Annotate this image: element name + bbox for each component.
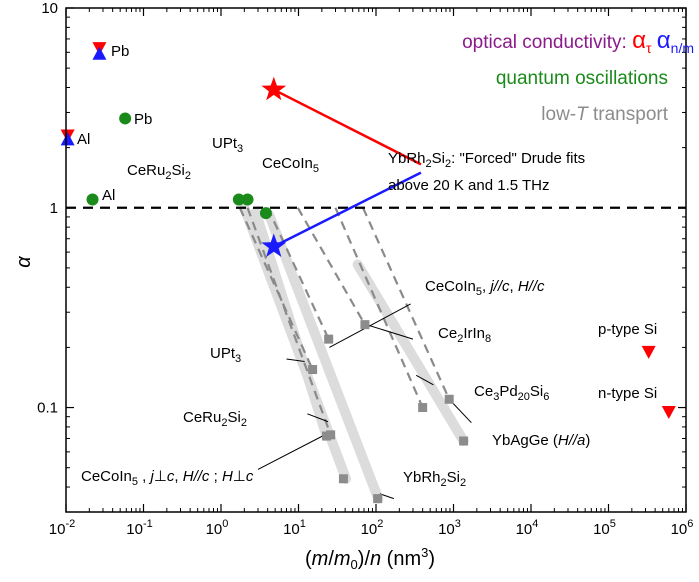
label-pb-quantum: Pb [134, 111, 152, 128]
marker-low-t-transport-0 [308, 365, 318, 375]
marker-low-t-transport-5 [360, 320, 370, 330]
marker-optical--2 [641, 345, 656, 359]
x-tick-label-3: 101 [283, 518, 306, 538]
x-tick-label-2: 100 [206, 518, 229, 538]
legend-alpha-tau: α [632, 27, 646, 54]
forced-drude-annotation-line1: YbRh2Si2: "Forced" Drude fits [388, 150, 585, 170]
legend-alpha-nm: α [657, 27, 671, 54]
dashed-trend-lines [238, 207, 451, 436]
marker-optical-n-m-2 [261, 233, 287, 257]
legend-transport: low-T transport [541, 104, 668, 125]
trend-band-3 [352, 259, 469, 447]
annotation-lines [273, 88, 422, 248]
marker-quantum-oscillations-1 [86, 193, 99, 206]
marker-low-t-transport-7 [418, 403, 428, 413]
label-ybagge: YbAgGe (H//a) [492, 432, 590, 449]
x-tick-label-0: 10-2 [49, 518, 75, 538]
label-p-type-si: p-type Si [598, 321, 657, 338]
marker-low-t-transport-2 [326, 430, 336, 440]
label-n-type-si: n-type Si [598, 385, 657, 402]
leader-line-7 [379, 493, 395, 500]
dashed-trend-5 [362, 207, 451, 400]
marker-quantum-oscillations-4 [259, 207, 272, 220]
x-tick-label-7: 105 [593, 518, 616, 538]
leader-line-1 [366, 324, 414, 340]
marker-quantum-oscillations-3 [241, 193, 254, 206]
x-tick-label-5: 103 [438, 518, 461, 538]
y-axis-title: α [13, 256, 35, 268]
marker-optical-n-m-1 [60, 132, 75, 146]
forced-drude-annotation-line2: above 20 K and 1.5 THz [388, 177, 550, 194]
marker-low-t-transport-8 [444, 394, 454, 404]
label-cecoin5-parallel: CeCoIn5, j//c, H//c [425, 278, 545, 298]
x-tick-label-8: 106 [671, 518, 694, 538]
dashed-trend-4 [334, 207, 424, 408]
label-al-quantum: Al [102, 187, 115, 204]
x-tick-label-1: 10-1 [126, 518, 152, 538]
marker-low-t-transport-9 [459, 436, 469, 446]
leader-line-6 [257, 432, 330, 470]
marker-quantum-oscillations-2 [232, 193, 245, 206]
legend-quantum: quantum oscillations [496, 68, 668, 89]
label-ce2irin8: Ce2IrIn8 [438, 325, 491, 345]
x-axis-title: (m/m0)/n (nm3) [305, 545, 435, 572]
label-upt3-top: UPt3 [212, 135, 243, 155]
y-tick-label-0: 10 [41, 0, 58, 17]
y-tick-label-2: 0.1 [37, 400, 58, 417]
label-ceru2si2-bottom: CeRu2Si2 [183, 409, 247, 429]
leader-line-3 [415, 374, 434, 386]
label-cecoin5-perp: CeCoIn5 , j⊥c, H//c ; H⊥c [81, 468, 254, 488]
annotation-line-1 [273, 171, 422, 248]
label-upt3-bottom: UPt3 [210, 345, 241, 365]
x-tick-label-6: 104 [516, 518, 539, 538]
data-points [60, 42, 676, 504]
y-tick-label-1: 1 [50, 200, 58, 217]
marker-optical--3 [661, 405, 676, 419]
label-ce3pd20si6: Ce3Pd20Si6 [474, 383, 549, 403]
trend-band-1 [264, 210, 384, 504]
dashed-trend-3 [296, 207, 366, 326]
dashed-trend-1 [246, 207, 332, 436]
marker-optical--4 [261, 76, 287, 101]
marker-low-t-transport-6 [373, 494, 383, 504]
marker-quantum-oscillations-0 [119, 112, 132, 125]
annotation-line-0 [273, 88, 422, 166]
dashed-trend-2 [266, 207, 330, 340]
label-ybrh2si2: YbRh2Si2 [403, 469, 466, 489]
label-ceru2si2-top: CeRu2Si2 [127, 162, 191, 182]
marker-low-t-transport-3 [324, 334, 334, 344]
x-tick-label-4: 102 [361, 518, 384, 538]
marker-optical-n-m-0 [92, 46, 107, 60]
label-al-optical: Al [77, 131, 90, 148]
label-pb-optical: Pb [111, 43, 129, 60]
legend-optical: optical conductivity: ατ αn/m [462, 27, 694, 56]
leader-line-2 [286, 358, 305, 363]
label-cecoin5-top: CeCoIn5 [262, 155, 319, 175]
marker-low-t-transport-4 [338, 474, 348, 484]
leader-line-4 [307, 413, 329, 423]
